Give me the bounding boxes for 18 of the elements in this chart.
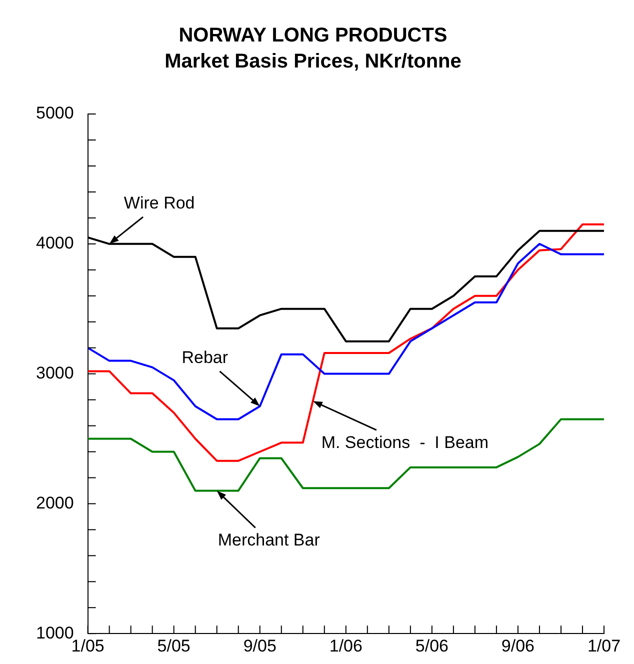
y-tick-label: 4000 xyxy=(36,234,74,253)
x-tick-label: 5/05 xyxy=(157,636,190,656)
annotation: Wire Rod xyxy=(124,194,195,213)
x-tick-label: 9/06 xyxy=(501,636,535,656)
chart-title: NORWAY LONG PRODUCTS xyxy=(178,24,448,47)
y-tick-label: 1000 xyxy=(36,623,74,642)
annotation: Merchant Bar xyxy=(218,530,320,550)
chart-subtitle: Market Basis Prices, NKr/tonne xyxy=(164,50,462,73)
y-tick-label: 5000 xyxy=(36,104,74,123)
x-tick-label: 5/06 xyxy=(415,636,448,656)
annotation: M. Sections - I Beam xyxy=(321,432,489,452)
x-tick-label: 1/05 xyxy=(71,636,104,656)
x-tick-label: 1/07 xyxy=(587,636,621,656)
x-tick-label: 9/05 xyxy=(243,636,276,656)
y-tick-label: 2000 xyxy=(36,493,74,512)
annotation: Rebar xyxy=(182,348,228,367)
y-tick-label: 3000 xyxy=(36,363,74,382)
x-tick-label: 1/06 xyxy=(329,636,362,656)
